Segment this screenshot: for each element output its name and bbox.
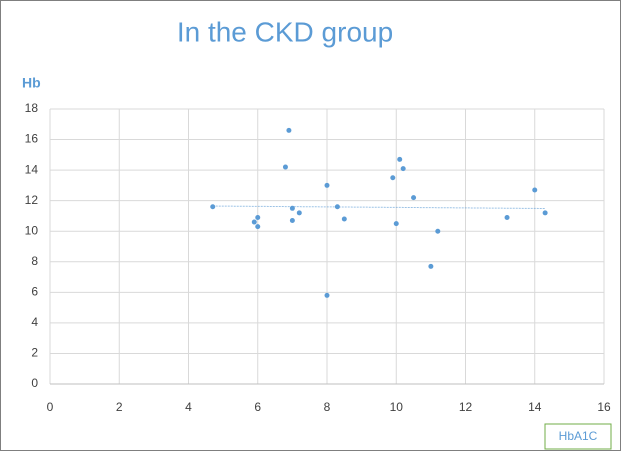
x-tick-label: 10 xyxy=(390,400,404,414)
point xyxy=(504,214,510,220)
chart-title: In the CKD group xyxy=(177,16,393,47)
x-tick-label: 8 xyxy=(324,400,331,414)
x-tick-label: 2 xyxy=(116,400,123,414)
point xyxy=(324,292,330,298)
point xyxy=(282,164,288,170)
y-tick-label: 10 xyxy=(25,223,39,237)
x-axis-label: HbA1C xyxy=(559,429,598,443)
y-tick-label: 4 xyxy=(31,315,38,329)
point xyxy=(393,221,399,227)
point xyxy=(532,187,538,193)
point xyxy=(251,219,257,225)
point xyxy=(542,210,548,216)
point xyxy=(210,204,216,210)
point xyxy=(289,218,295,224)
y-tick-label: 8 xyxy=(31,254,38,268)
y-tick-label: 0 xyxy=(31,376,38,390)
y-tick-label: 6 xyxy=(31,285,38,299)
y-tick-label: 18 xyxy=(25,101,39,115)
point xyxy=(435,228,441,234)
trendline xyxy=(212,205,546,209)
point xyxy=(411,195,417,201)
x-tick-label: 6 xyxy=(254,400,261,414)
point xyxy=(334,204,340,210)
point xyxy=(289,205,295,211)
point xyxy=(400,166,406,172)
point xyxy=(286,127,292,133)
point xyxy=(255,224,261,230)
y-tick-label: 14 xyxy=(25,162,39,176)
point xyxy=(296,210,302,216)
point xyxy=(341,216,347,222)
x-tick-label: 16 xyxy=(597,400,611,414)
y-tick-label: 2 xyxy=(31,346,38,360)
x-tick-label: 14 xyxy=(528,400,542,414)
x-axis-label-box xyxy=(544,423,612,450)
point xyxy=(324,182,330,188)
point xyxy=(397,156,403,162)
point xyxy=(428,263,434,269)
x-tick-label: 0 xyxy=(47,400,54,414)
y-axis-label: Hb xyxy=(22,75,41,91)
x-tick-label: 4 xyxy=(185,400,192,414)
x-tick-label: 12 xyxy=(459,400,473,414)
y-tick-label: 12 xyxy=(25,193,39,207)
point xyxy=(255,214,261,220)
point xyxy=(390,175,396,181)
y-tick-label: 16 xyxy=(25,132,39,146)
